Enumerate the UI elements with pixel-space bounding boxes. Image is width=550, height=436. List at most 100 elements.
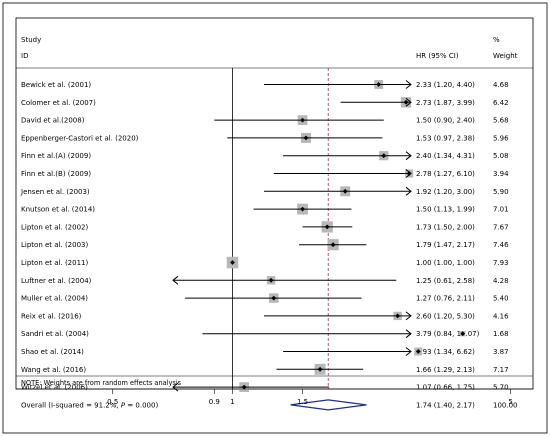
study-label: Reix et al. (2016) — [21, 312, 82, 320]
ci-clip-arrow-left — [172, 275, 179, 285]
overall-diamond — [290, 399, 367, 411]
ci-clip-arrow-right — [405, 80, 412, 89]
study-ci-text: 1.66 (1.29, 2.13) — [416, 366, 475, 374]
x-tick-label: 1.5 — [297, 398, 308, 406]
study-weight: 3.87 — [493, 348, 509, 356]
study-weight: 5.96 — [493, 134, 509, 142]
ci-clip-arrow-right — [405, 186, 412, 196]
study-ci-text: 2.60 (1.20, 5.30) — [416, 312, 475, 320]
study-ci-text: 3.79 (0.84, 17.07) — [416, 330, 480, 338]
study-weight: 7.67 — [493, 223, 509, 231]
study-weight: 5.40 — [493, 295, 509, 303]
study-label: Muller et al. (2004) — [21, 295, 88, 303]
study-point-estimate — [330, 242, 336, 248]
study-point-estimate — [271, 295, 277, 301]
study-ci-text: 2.73 (1.87, 3.99) — [416, 99, 475, 107]
study-weight: 7.17 — [493, 366, 509, 374]
study-weight: 6.42 — [493, 99, 509, 107]
study-ci-text: 1.50 (1.13, 1.99) — [416, 206, 475, 214]
study-weight: 7.46 — [493, 241, 509, 249]
study-point-estimate — [395, 313, 401, 319]
study-label: Witzel et al. (2006) — [21, 384, 88, 392]
study-label: Eppenberger-Castori et al. (2020) — [21, 134, 139, 142]
study-weight: 4.16 — [493, 312, 509, 320]
study-ci-text: 2.40 (1.34, 4.31) — [416, 152, 475, 160]
study-ci-text: 1.00 (1.00, 1.00) — [416, 259, 475, 267]
study-point-estimate — [268, 277, 274, 283]
study-ci-text: 1.25 (0.61, 2.58) — [416, 277, 475, 285]
ci-clip-arrow-right — [405, 347, 412, 356]
study-weight: 5.70 — [493, 384, 509, 392]
study-label: Wang et al. (2016) — [21, 366, 86, 374]
ci-clip-arrow-right — [405, 151, 412, 161]
study-point-estimate — [415, 349, 421, 354]
study-weight: 7.01 — [493, 206, 509, 214]
study-label: David et al.(2008) — [21, 117, 85, 125]
study-weight: 4.68 — [493, 81, 509, 89]
study-ci-text: 1.50 (0.90, 2.40) — [416, 117, 475, 125]
x-tick-label: 0.9 — [209, 398, 220, 406]
overall-label: Overall (I-squared = 91.2%, P = 0.000) — [21, 401, 158, 409]
plot-layer: Bewick et al. (2001) 2.33 (1.20, 4.40) 4.6… — [20, 68, 518, 411]
study-point-estimate — [460, 331, 466, 337]
study-point-estimate — [403, 99, 409, 105]
study-weight: 5.08 — [493, 152, 509, 160]
ci-clip-arrow-right — [405, 311, 412, 321]
x-axis: 0.5 0.9 1 1.5 5 — [16, 388, 533, 406]
study-label: Lipton et al. (2003) — [21, 241, 88, 249]
study-point-estimate — [381, 153, 387, 159]
ci-clip-arrow-right — [405, 97, 412, 107]
study-point-estimate — [324, 224, 330, 230]
overall-ci-text: 1.74 (1.40, 2.17) — [416, 401, 475, 409]
header-study: Study — [21, 36, 41, 44]
study-ci-text: 1.73 (1.50, 2.00) — [416, 223, 475, 231]
study-point-estimate — [303, 135, 309, 141]
study-label: Shao et al. (2014) — [21, 348, 84, 356]
study-weight: 5.90 — [493, 188, 509, 196]
study-ci-text: 1.27 (0.76, 2.11) — [416, 295, 475, 303]
study-point-estimate — [241, 384, 247, 390]
study-ci-text: 2.93 (1.34, 6.62) — [416, 348, 475, 356]
study-label: Jensen et al. (2003) — [20, 188, 90, 196]
study-weight: 3.94 — [493, 170, 509, 178]
ci-clip-arrow-left — [172, 382, 179, 392]
study-ci-text: 2.78 (1.27, 6.10) — [416, 170, 475, 178]
study-ci-text: 1.92 (1.20, 3.00) — [416, 188, 475, 196]
overall-weight: 100.00 — [493, 401, 518, 409]
study-weight: 5.68 — [493, 117, 509, 125]
study-weight: 1.68 — [493, 330, 509, 338]
ci-clip-arrow-right — [405, 329, 412, 339]
x-tick-label: 1 — [230, 398, 234, 406]
footnote: NOTE: Weights are from random effects an… — [21, 379, 182, 387]
study-label: Colomer et al. (2007) — [21, 99, 96, 107]
plot-frame — [15, 17, 534, 390]
study-ci-text: 1.53 (0.97, 2.38) — [416, 134, 475, 142]
study-point-estimate — [376, 82, 382, 87]
study-point-estimate — [300, 117, 305, 123]
header-percent: % — [493, 36, 500, 44]
x-tick-label: 5 — [508, 398, 512, 406]
study-point-estimate — [342, 188, 348, 194]
study-ci-text: 1.07 (0.66, 1.75) — [416, 384, 475, 392]
study-point-estimate — [317, 366, 323, 372]
study-label: Sandri et al. (2004) — [21, 330, 89, 338]
study-label: Lipton et al. (2002) — [21, 223, 88, 231]
study-ci-text: 1.79 (1.47, 2.17) — [416, 241, 475, 249]
study-label: Knutson et al. (2014) — [21, 206, 95, 214]
study-label: Finn et al.(B) (2009) — [21, 170, 91, 178]
header-hr-ci: HR (95% CI) — [416, 52, 459, 60]
study-weight: 7.93 — [493, 259, 509, 267]
study-weight: 4.28 — [493, 277, 509, 285]
study-ci-text: 2.33 (1.20, 4.40) — [416, 81, 475, 89]
study-point-estimate — [406, 171, 412, 176]
x-tick-label: 0.5 — [107, 398, 118, 406]
study-point-estimate — [230, 260, 235, 265]
header-weight: Weight — [493, 52, 518, 60]
study-label: Lipton et al. (2011) — [21, 259, 88, 267]
study-label: Finn et al.(A) (2009) — [21, 152, 91, 160]
header-id: ID — [21, 52, 28, 60]
study-label: Bewick et al. (2001) — [21, 81, 91, 89]
study-point-estimate — [300, 206, 305, 212]
study-label: Luftner et al. (2004) — [21, 277, 92, 285]
